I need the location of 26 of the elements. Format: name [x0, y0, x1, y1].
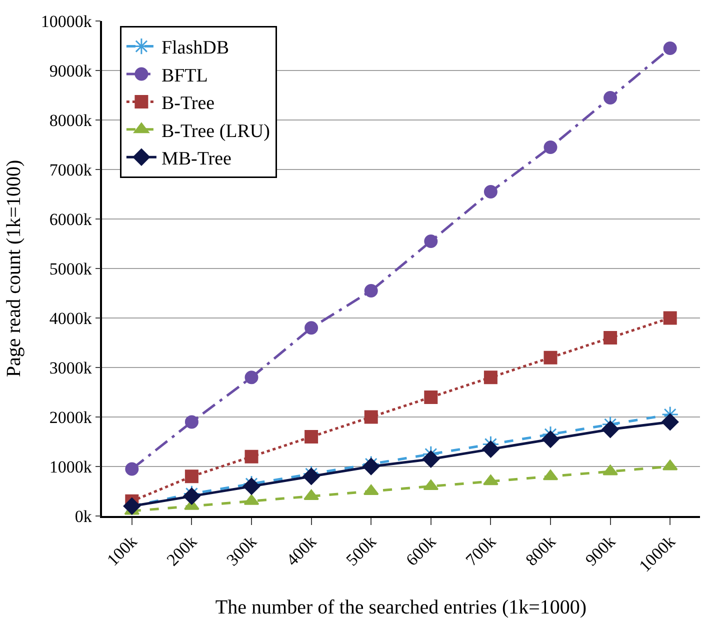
legend-label: B-Tree (LRU): [161, 120, 270, 142]
y-tick-label: 8000k: [49, 110, 92, 130]
y-tick-label: 1000k: [49, 457, 92, 476]
y-tick-label: 9000k: [49, 61, 92, 80]
y-tick-label: 4000k: [49, 308, 92, 328]
y-tick-label: 2000k: [49, 408, 92, 427]
x-tick-label: 100k: [103, 532, 142, 570]
y-tick-label: 7000k: [49, 160, 92, 180]
x-tick-label: 800k: [522, 532, 560, 570]
x-tick-label: 400k: [282, 532, 320, 570]
y-tick-label: 5000k: [49, 259, 92, 278]
y-tick-label: 10000k: [40, 12, 92, 31]
legend-label: BFTL: [161, 65, 208, 86]
x-tick-label: 600k: [402, 532, 440, 570]
legend-label: B-Tree: [161, 93, 215, 114]
y-axis-title: Page read count (1k=1000): [2, 160, 25, 378]
x-tick-label: 500k: [342, 532, 380, 570]
y-tick-label: 6000k: [49, 210, 92, 229]
x-tick-label: 300k: [222, 532, 261, 570]
legend-label: FlashDB: [161, 38, 230, 59]
x-tick-label: 900k: [582, 532, 620, 570]
x-tick-label: 700k: [462, 532, 500, 570]
y-tick-label: 3000k: [49, 358, 92, 378]
x-axis-title: The number of the searched entries (1k=1000): [215, 596, 587, 619]
y-tick-label: 0k: [74, 506, 92, 526]
legend-label: MB-Tree: [161, 148, 232, 170]
